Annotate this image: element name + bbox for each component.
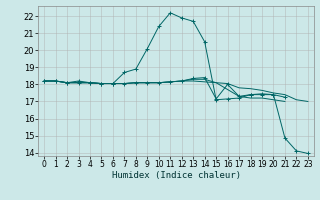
X-axis label: Humidex (Indice chaleur): Humidex (Indice chaleur) [111, 171, 241, 180]
